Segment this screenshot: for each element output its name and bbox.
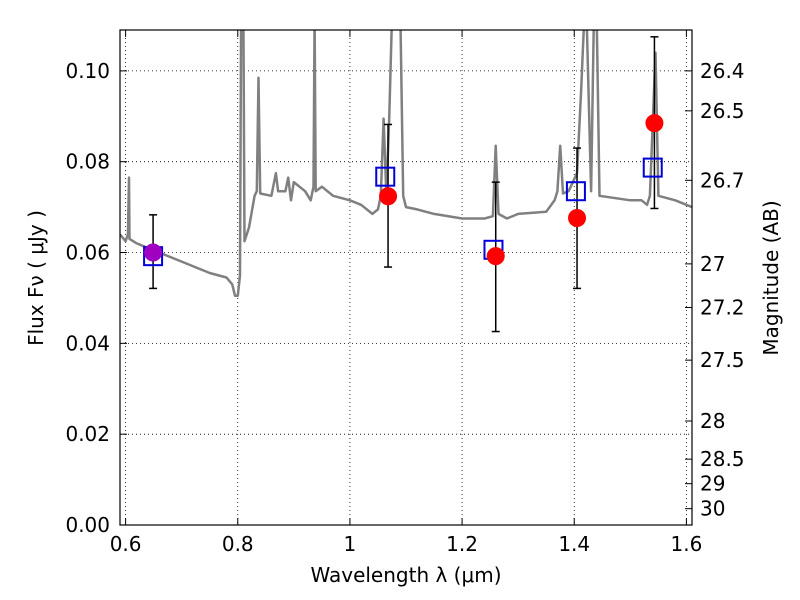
magnitude-tick-label: 28.5 [700, 447, 745, 471]
magnitude-tick-label: 26.4 [700, 59, 745, 83]
x-tick-label: 1.2 [446, 532, 478, 556]
x-tick-label: 1 [344, 532, 357, 556]
y-tick-label: 0.08 [65, 150, 110, 174]
magnitude-tick-label: 28 [700, 409, 725, 433]
x-axis-label: Wavelength λ (μm) [310, 563, 501, 587]
y-axis-label: Flux Fν ( μJy ) [24, 210, 48, 346]
magnitude-tick-label: 29 [700, 472, 725, 496]
data-points-layer [143, 36, 664, 333]
observed-flux-point [568, 209, 587, 228]
magnitude-tick-label: 30 [700, 497, 725, 521]
magnitude-tick-label: 26.7 [700, 168, 745, 192]
x-tick-label: 1.4 [558, 532, 590, 556]
axis-ticks: 0.6 0.8 1 1.2 1.4 1.6 0.00 0.02 0.04 0.06 0.08 0.10… [65, 30, 745, 556]
magnitude-tick-label: 26.5 [700, 99, 745, 123]
plot-frame [119, 29, 693, 526]
y-tick-label: 0.00 [65, 513, 110, 537]
x-tick-label: 0.6 [110, 532, 142, 556]
y-tick-label: 0.04 [65, 331, 110, 355]
y2-axis-label: Magnitude (AB) [759, 200, 783, 355]
y-tick-label: 0.06 [65, 241, 110, 265]
model-spectrum-line [120, 30, 692, 297]
model-photometry-square [565, 181, 586, 202]
model-spectrum-layer [120, 30, 692, 297]
x-tick-label: 0.8 [222, 532, 254, 556]
observed-flux-point [486, 247, 505, 266]
y-tick-label: 0.02 [65, 422, 110, 446]
model-photometry-square [375, 166, 396, 187]
magnitude-tick-label: 27.2 [700, 295, 745, 319]
x-tick-label: 1.6 [670, 532, 702, 556]
observed-flux-point [379, 187, 398, 206]
y-tick-label: 0.10 [65, 59, 110, 83]
model-photometry-square [642, 157, 663, 178]
magnitude-tick-label: 27.5 [700, 348, 745, 372]
observed-flux-point [645, 114, 664, 133]
observed-optical-flux-point [144, 243, 163, 262]
magnitude-tick-label: 27 [700, 252, 725, 276]
